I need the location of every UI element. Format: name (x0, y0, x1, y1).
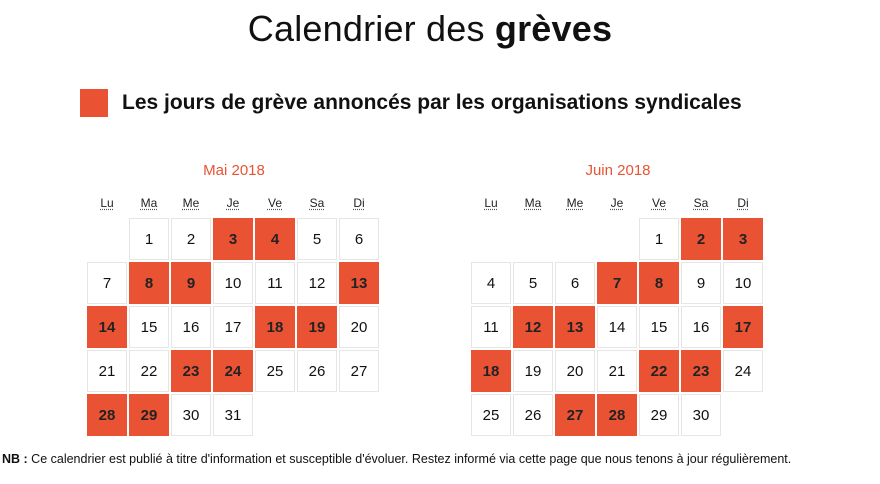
strike-day-cell: 4 (255, 218, 295, 260)
day-cell: 26 (297, 350, 337, 392)
day-cell: 14 (597, 306, 637, 348)
day-cell: 1 (129, 218, 169, 260)
day-cell: 30 (171, 394, 211, 436)
strike-day-cell: 19 (297, 306, 337, 348)
day-cell: 4 (471, 262, 511, 304)
day-cell: 11 (255, 262, 295, 304)
day-cell: 10 (723, 262, 763, 304)
month-title: Juin 2018 (585, 162, 651, 179)
strike-day-cell: 23 (171, 350, 211, 392)
page-title-bold: grèves (494, 8, 613, 49)
strike-day-cell: 23 (681, 350, 721, 392)
day-cell: 27 (339, 350, 379, 392)
weekday-label: Sa (309, 196, 325, 210)
day-cell: 20 (555, 350, 595, 392)
weekday-header: Lu Ma Me Je Ve Sa Di (87, 196, 381, 214)
day-cell: 10 (213, 262, 253, 304)
day-cell: 2 (171, 218, 211, 260)
weekday-label: Je (226, 196, 240, 210)
strike-day-cell: 18 (471, 350, 511, 392)
weekday-label: Me (566, 196, 584, 210)
strike-day-cell: 28 (87, 394, 127, 436)
weekday-label: Ma (140, 196, 158, 210)
day-grid: 1 2 3 4 5 6 7 8 9 10 11 12 13 14 15 16 17 18 19 20 21 22 23 24 2… (87, 218, 381, 436)
day-cell: 25 (471, 394, 511, 436)
weekday-label: Je (610, 196, 624, 210)
strike-day-cell: 29 (129, 394, 169, 436)
weekday-label: Lu (100, 196, 114, 210)
day-cell: 29 (639, 394, 679, 436)
day-cell: 20 (339, 306, 379, 348)
day-cell: 6 (555, 262, 595, 304)
empty-day-cell (87, 218, 127, 260)
page-title-regular: Calendrier des (247, 8, 495, 49)
day-cell: 21 (87, 350, 127, 392)
month-title: Mai 2018 (203, 162, 265, 179)
strike-day-cell: 14 (87, 306, 127, 348)
day-cell: 15 (129, 306, 169, 348)
day-cell: 1 (639, 218, 679, 260)
empty-day-cell (555, 218, 595, 260)
day-cell: 16 (681, 306, 721, 348)
strike-day-cell: 8 (129, 262, 169, 304)
page-title: Calendrier des grèves (0, 8, 860, 50)
day-cell: 26 (513, 394, 553, 436)
strike-day-cell: 9 (171, 262, 211, 304)
day-cell: 6 (339, 218, 379, 260)
strike-day-cell: 12 (513, 306, 553, 348)
day-cell: 31 (213, 394, 253, 436)
day-cell: 16 (171, 306, 211, 348)
day-cell: 12 (297, 262, 337, 304)
weekday-label: Sa (693, 196, 709, 210)
day-cell: 25 (255, 350, 295, 392)
strike-day-cell: 8 (639, 262, 679, 304)
strike-day-cell: 17 (723, 306, 763, 348)
day-cell: 15 (639, 306, 679, 348)
day-cell: 7 (87, 262, 127, 304)
day-cell: 17 (213, 306, 253, 348)
footnote-text: Ce calendrier est publié à titre d'infor… (27, 452, 792, 466)
day-cell: 19 (513, 350, 553, 392)
strike-day-cell: 24 (213, 350, 253, 392)
strike-day-cell: 13 (339, 262, 379, 304)
footnote: NB : Ce calendrier est publié à titre d'… (2, 452, 862, 467)
weekday-label: Di (353, 196, 365, 210)
weekday-label: Di (737, 196, 749, 210)
day-grid: 1 2 3 4 5 6 7 8 9 10 11 12 13 14 15 16 17 18 19 20 21 22 23 24 2… (471, 218, 765, 436)
weekday-header: Lu Ma Me Je Ve Sa Di (471, 196, 765, 214)
weekday-label: Lu (484, 196, 498, 210)
strike-day-cell: 3 (723, 218, 763, 260)
empty-day-cell (513, 218, 553, 260)
day-cell: 5 (297, 218, 337, 260)
strike-day-cell: 28 (597, 394, 637, 436)
strike-day-cell: 18 (255, 306, 295, 348)
day-cell: 22 (129, 350, 169, 392)
day-cell: 9 (681, 262, 721, 304)
day-cell: 5 (513, 262, 553, 304)
legend-swatch (80, 89, 108, 117)
weekday-label: Ve (651, 196, 666, 210)
strike-day-cell: 22 (639, 350, 679, 392)
empty-day-cell (471, 218, 511, 260)
empty-day-cell (597, 218, 637, 260)
strike-day-cell: 13 (555, 306, 595, 348)
strike-day-cell: 7 (597, 262, 637, 304)
day-cell: 21 (597, 350, 637, 392)
strike-day-cell: 27 (555, 394, 595, 436)
strike-day-cell: 2 (681, 218, 721, 260)
footnote-prefix: NB : (2, 452, 28, 466)
weekday-label: Ve (267, 196, 282, 210)
legend: Les jours de grève annoncés par les orga… (80, 88, 742, 118)
weekday-label: Ma (524, 196, 542, 210)
day-cell: 30 (681, 394, 721, 436)
weekday-label: Me (182, 196, 200, 210)
legend-label: Les jours de grève annoncés par les orga… (122, 91, 742, 114)
strike-day-cell: 3 (213, 218, 253, 260)
day-cell: 24 (723, 350, 763, 392)
day-cell: 11 (471, 306, 511, 348)
